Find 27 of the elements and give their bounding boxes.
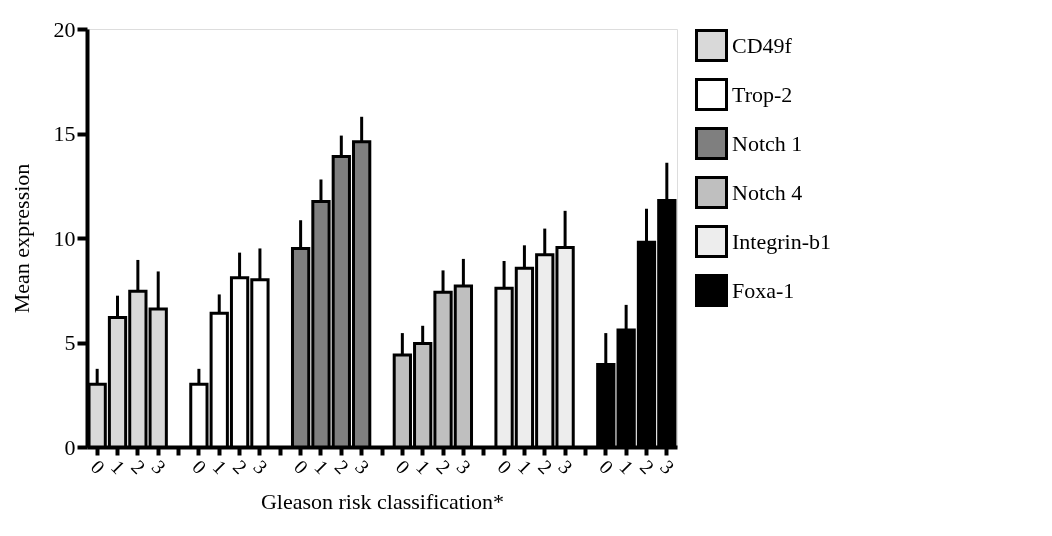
y-tick-label: 20 [53,16,76,42]
x-tick-label: 3 [147,455,171,479]
x-tick-label: 0 [188,455,211,479]
x-tick-label: 2 [127,455,150,479]
y-tick-label: 15 [53,121,76,146]
x-tick-label: 0 [290,455,313,479]
legend-label: Foxa-1 [732,277,795,303]
x-tick-label: 3 [351,455,374,479]
x-tick-label: 3 [554,455,578,479]
x-tick-label: 2 [330,455,354,479]
y-tick-label: 10 [53,225,76,251]
legend-label: Notch 4 [732,179,803,205]
y-tick-label: 0 [64,434,76,460]
x-tick-label: 3 [656,455,679,479]
legend-label: Notch 1 [732,130,803,156]
x-tick-label: 1 [310,455,333,479]
x-tick-label: 2 [534,455,557,479]
y-axis-title: Mean expression [8,163,34,314]
x-tick-label: 0 [595,455,618,479]
x-tick-label: 1 [412,455,435,479]
legend-label: Integrin-b1 [732,228,831,254]
x-tick-label: 3 [249,455,272,479]
legend-label: CD49f [732,32,793,58]
x-tick-label: 0 [391,455,415,479]
legend-label: Trop-2 [732,81,793,107]
y-tick-label: 5 [64,330,76,355]
x-axis-title: Gleason risk classification* [260,489,505,515]
